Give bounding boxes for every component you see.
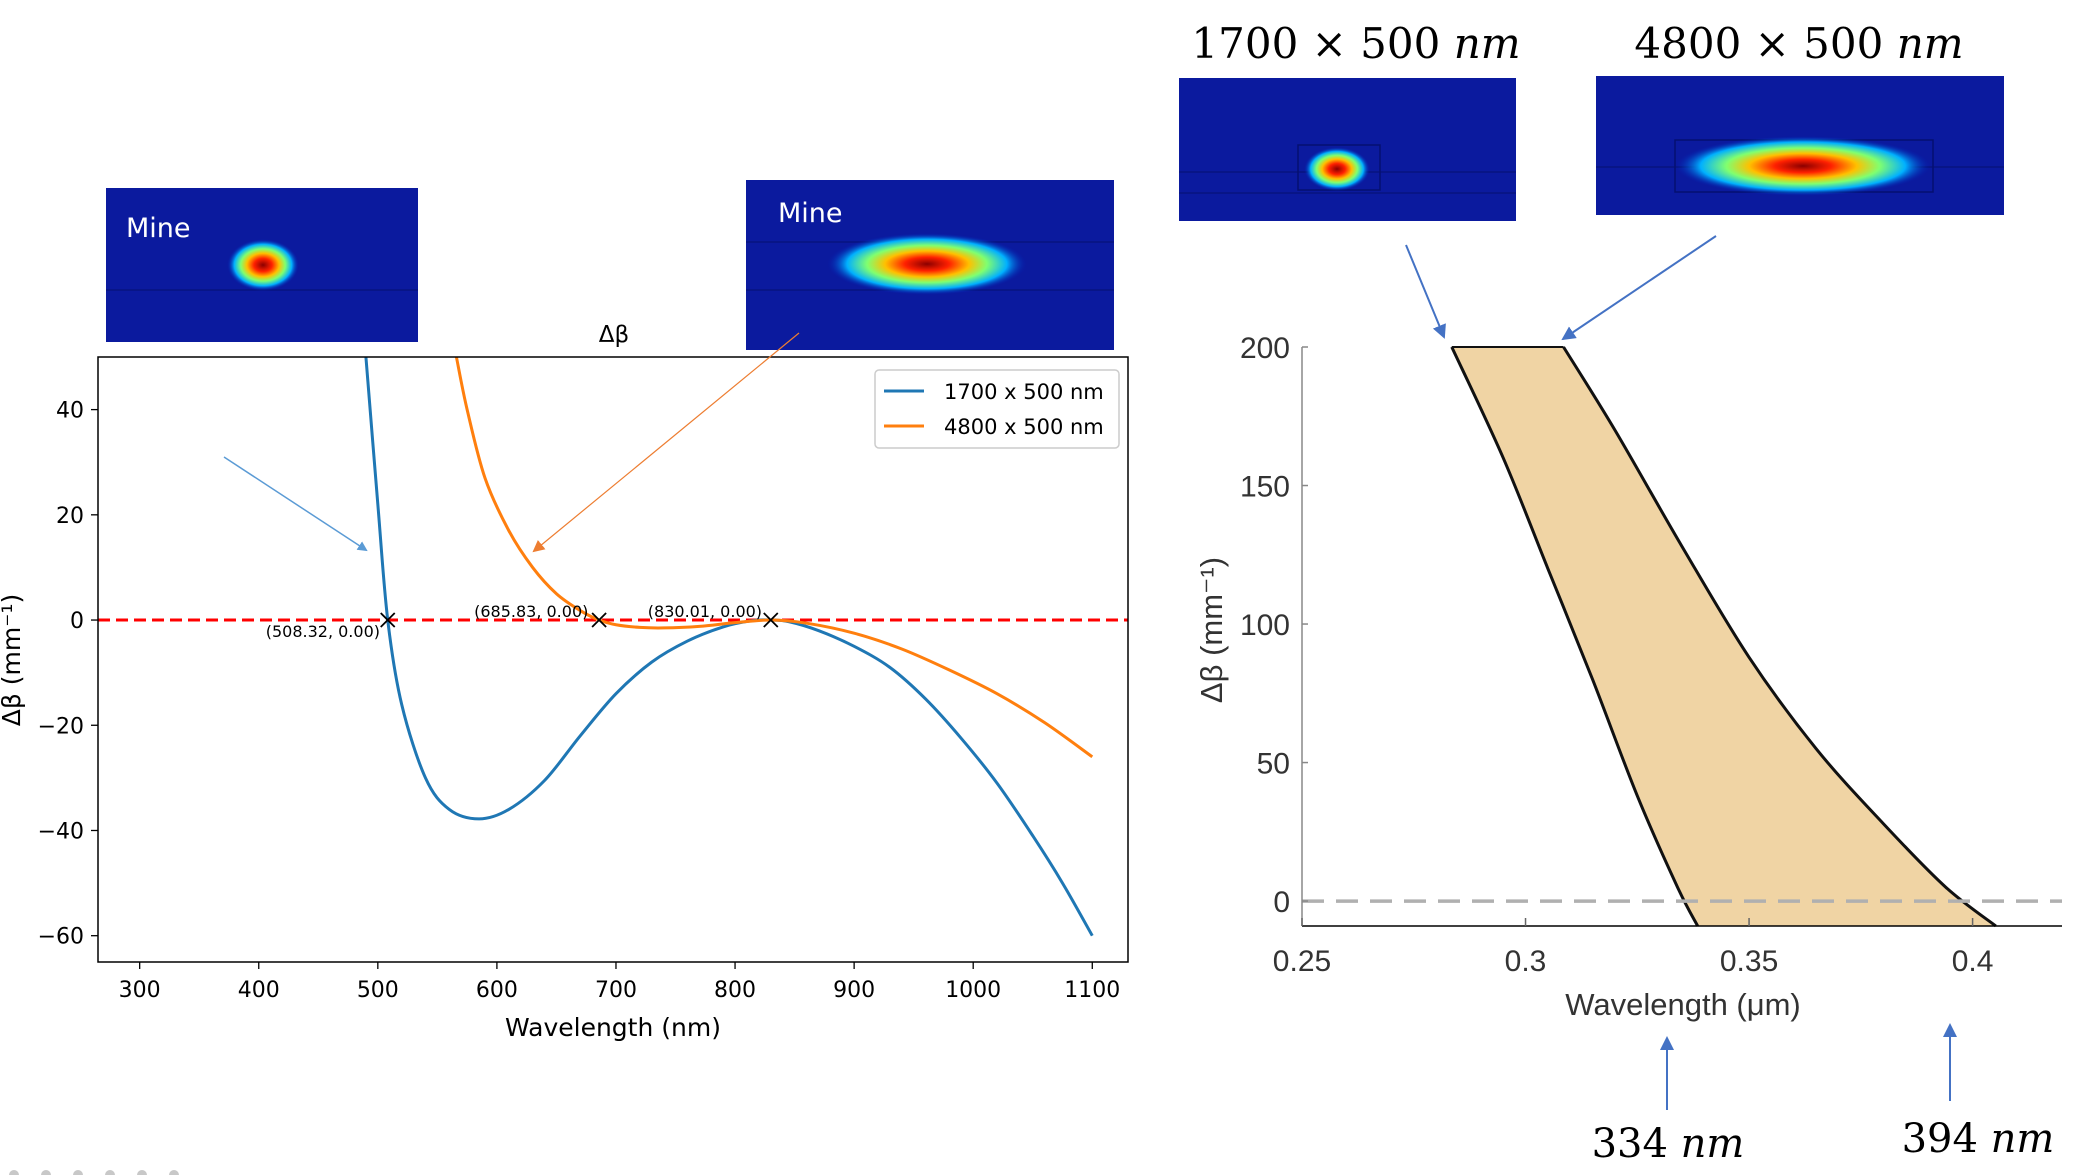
- y-tick-label: 200: [1240, 332, 1290, 365]
- y-tick-label: 50: [1257, 748, 1290, 781]
- bottom-label-334nm: 334 nm: [1592, 1121, 1745, 1167]
- zero-crossing-marker: [763, 612, 779, 628]
- mode-profile-small: [227, 239, 299, 291]
- y-tick-label: 20: [56, 504, 84, 529]
- legend-label-1700: 1700 x 500 nm: [944, 380, 1104, 404]
- left-chart: Δβ (508.32, 0.00) (685.83, 0.00) (830.01, …: [0, 180, 1129, 1042]
- y-tick-label: 0: [1273, 886, 1290, 919]
- left-chart-y-label-group: Δβ (mm⁻¹): [0, 594, 26, 726]
- inset-label: Mine: [778, 198, 843, 229]
- x-tick-label: 1000: [945, 978, 1001, 1003]
- y-tick-label: 0: [70, 609, 84, 634]
- x-tick-label: 600: [476, 978, 518, 1003]
- zero-crossing-label: (508.32, 0.00): [266, 622, 380, 641]
- left-chart-y-label: Δβ (mm⁻¹): [0, 594, 26, 726]
- decorative-dots: [9, 1170, 179, 1175]
- y-tick-label: −20: [38, 714, 84, 739]
- legend-label-4800: 4800 x 500 nm: [944, 415, 1104, 439]
- mode-profile-wide-right: [1675, 136, 1931, 196]
- arrow-to-orange-curve: [532, 332, 800, 553]
- x-tick-label: 0.4: [1952, 945, 1994, 978]
- left-chart-frame: [97, 356, 1129, 963]
- x-tick-label: 900: [833, 978, 875, 1003]
- x-tick-label: 400: [238, 978, 280, 1003]
- y-tick-label: −40: [38, 819, 84, 844]
- arrow-mode-4800-to-curve: [1561, 235, 1717, 341]
- x-tick-label: 500: [357, 978, 399, 1003]
- y-tick-label: −60: [38, 925, 84, 950]
- series-line-4800: [454, 356, 1094, 759]
- y-tick-label: 100: [1240, 609, 1290, 642]
- right-mode-image-4800: [1596, 76, 2004, 215]
- zero-crossing-label: (685.83, 0.00): [474, 602, 588, 621]
- arrow-to-blue-curve: [223, 456, 368, 552]
- inset-label: Mine: [126, 213, 191, 244]
- x-tick-label: 0.35: [1720, 945, 1778, 978]
- right-mode-title-4800: 4800 × 500 nm: [1634, 19, 1963, 68]
- x-tick-label: 1100: [1064, 978, 1120, 1003]
- mode-profile-small-right: [1304, 147, 1370, 191]
- left-chart-x-label: Wavelength (nm): [505, 1013, 721, 1042]
- arrow-mode-1700-to-curve: [1405, 244, 1446, 339]
- y-tick-label: 40: [56, 399, 84, 424]
- bottom-label-394nm: 394 nm: [1902, 1116, 2055, 1162]
- right-mode-image-1700: [1179, 78, 1516, 221]
- right-mode-title-1700: 1700 × 500 nm: [1191, 19, 1520, 68]
- band-fill: [1451, 347, 1996, 926]
- band-edge-4800: [1562, 346, 1997, 928]
- inset-mine-1700: Mine: [106, 188, 418, 342]
- right-chart-y-label-group: Δβ (mm⁻¹): [1194, 557, 1229, 703]
- series-line-1700: [364, 356, 1094, 937]
- right-chart-x-label: Wavelength (μm): [1565, 987, 1801, 1022]
- x-tick-label: 0.25: [1273, 945, 1331, 978]
- inset-mine-4800: Mine: [746, 180, 1114, 350]
- right-chart: 0.25 0.3 0.35 0.4 200 150 100 50 0 Wavelength (…: [1179, 19, 2062, 1167]
- zero-crossing-marker: [380, 612, 396, 628]
- right-chart-y-label: Δβ (mm⁻¹): [1194, 557, 1229, 703]
- left-chart-title: Δβ: [599, 322, 629, 348]
- x-tick-label: 300: [119, 978, 161, 1003]
- band-edge-1700: [1450, 346, 1699, 927]
- x-tick-label: 700: [595, 978, 637, 1003]
- x-tick-label: 800: [714, 978, 756, 1003]
- zero-crossing-marker: [591, 612, 607, 628]
- x-tick-label: 0.3: [1505, 945, 1547, 978]
- y-tick-label: 150: [1240, 471, 1290, 504]
- zero-crossing-label: (830.01, 0.00): [648, 602, 762, 621]
- left-chart-legend: 1700 x 500 nm 4800 x 500 nm: [874, 369, 1120, 449]
- mode-profile-wide: [827, 233, 1027, 295]
